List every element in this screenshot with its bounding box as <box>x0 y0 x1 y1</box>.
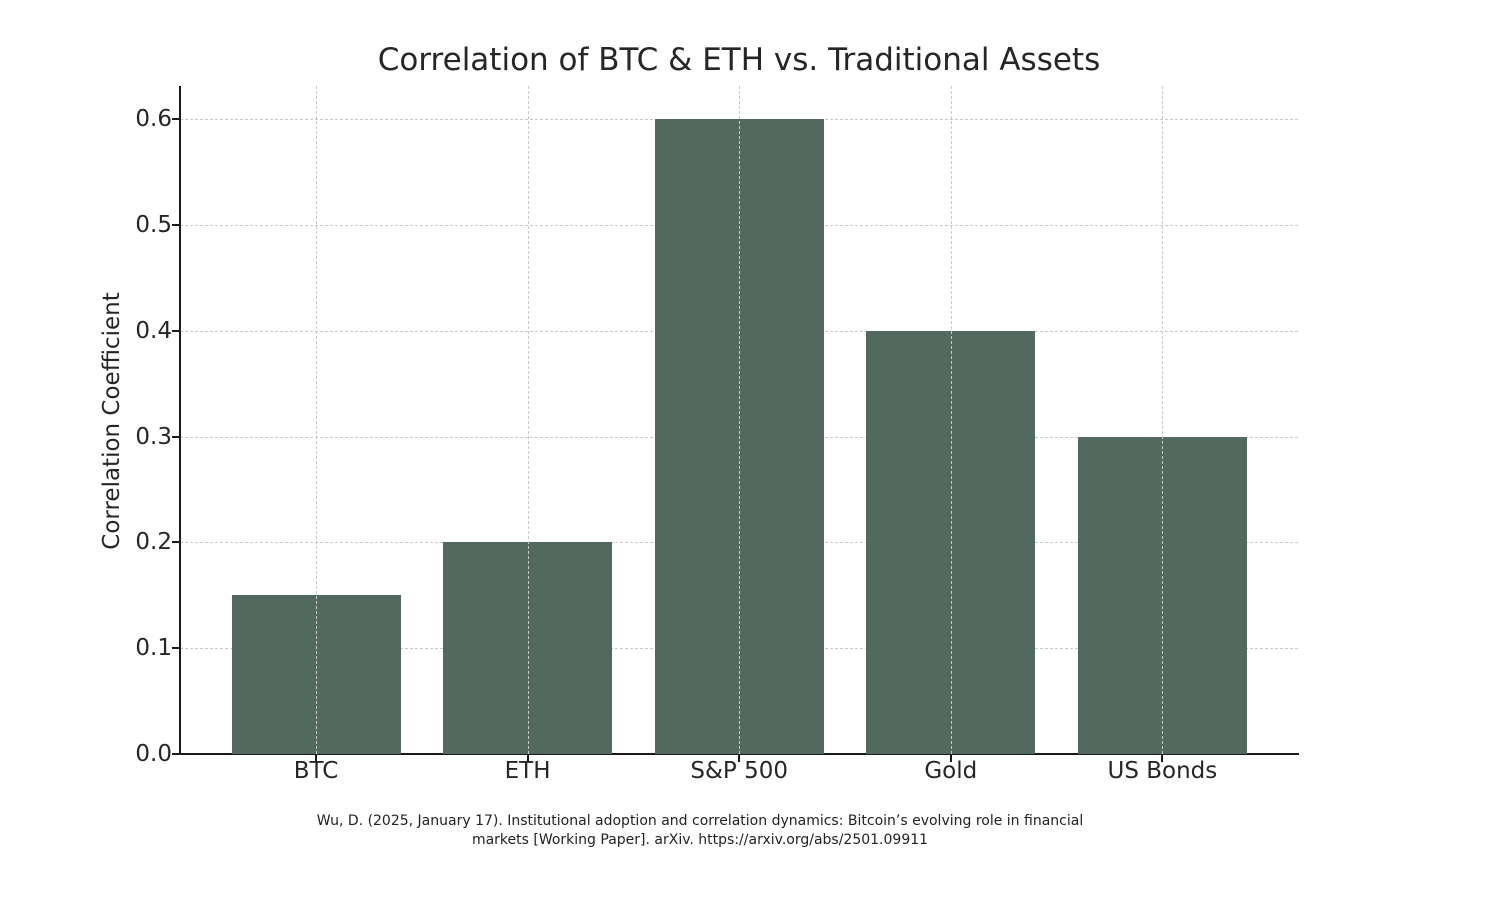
plot-area <box>180 86 1298 754</box>
y-tick-label: 0.0 <box>135 741 172 767</box>
y-tick-mark <box>172 435 180 438</box>
x-tick-mark <box>738 754 741 762</box>
y-axis-label: Correlation Coefficient <box>99 292 125 550</box>
x-tick-mark <box>315 754 317 762</box>
y-tick-label: 0.1 <box>135 635 172 662</box>
v-gridline <box>527 86 529 754</box>
x-tick-label: US Bonds <box>1107 758 1218 784</box>
y-tick-label: 0.6 <box>135 106 172 133</box>
y-tick-label: 0.4 <box>135 317 172 344</box>
v-gridline <box>316 86 317 754</box>
y-axis-line <box>179 86 181 755</box>
citation: Wu, D. (2025, January 17). Institutional… <box>300 812 1100 850</box>
v-gridline <box>739 86 741 754</box>
y-tick-label: 0.2 <box>135 529 172 556</box>
y-tick-label: 0.5 <box>135 212 172 238</box>
v-gridline <box>950 86 952 754</box>
x-tick-label: ETH <box>504 758 551 784</box>
y-tick-label: 0.3 <box>135 423 172 450</box>
citation-line-2: markets [Working Paper]. arXiv. https://… <box>471 832 929 848</box>
citation-line-1: Wu, D. (2025, January 17). Institutional… <box>316 813 1084 829</box>
v-gridline <box>1162 86 1164 754</box>
y-tick-mark <box>172 224 180 226</box>
x-tick-label: Gold <box>924 758 978 784</box>
y-tick-mark <box>172 329 180 332</box>
chart-title: Correlation of BTC & ETH vs. Traditional… <box>377 42 1101 78</box>
x-tick-mark <box>1161 754 1164 762</box>
y-tick-mark <box>172 753 180 755</box>
x-tick-mark <box>526 754 529 762</box>
x-tick-label: BTC <box>293 758 339 784</box>
x-tick-mark <box>949 754 952 762</box>
x-tick-label: S&P 500 <box>690 758 788 784</box>
y-tick-mark <box>172 541 180 544</box>
y-tick-mark <box>172 647 180 650</box>
y-tick-mark <box>172 118 180 121</box>
